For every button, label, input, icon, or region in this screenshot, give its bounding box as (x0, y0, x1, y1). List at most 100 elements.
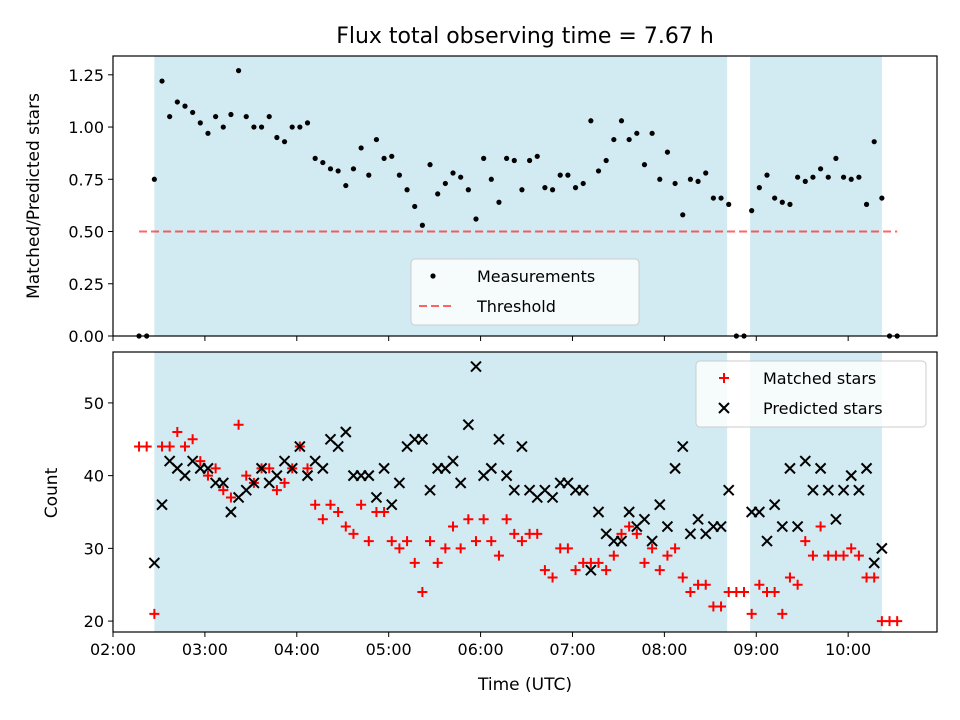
measurement-point (565, 172, 571, 178)
matched-star-point (608, 550, 619, 561)
predicted-star-point (424, 484, 436, 496)
matched-star-point (172, 427, 183, 437)
predicted-star-point (860, 462, 873, 475)
matched-star-point (624, 521, 635, 532)
measurement-point (710, 195, 716, 201)
predicted-star-point (837, 484, 850, 496)
predicted-star-point (516, 440, 528, 453)
measurement-point (450, 170, 456, 176)
matched-star-point (677, 572, 688, 583)
measurement-point (618, 118, 625, 124)
predicted-star-point (255, 462, 268, 475)
measurement-point (312, 155, 318, 161)
measurement-point (473, 216, 479, 222)
bottom-y-axis-label: Count (42, 467, 62, 518)
measurement-point (634, 130, 640, 136)
measurement-point (297, 124, 303, 130)
matched-star-point (202, 470, 213, 481)
measurement-point (772, 195, 778, 201)
predicted-star-point (646, 535, 658, 547)
x-tick-label: 09:00 (733, 640, 779, 659)
measurement-point (726, 201, 732, 207)
y-tick-label: 0.50 (68, 223, 104, 242)
predicted-star-point (179, 469, 191, 482)
plot-frame (112, 55, 938, 337)
measurement-point (871, 139, 877, 145)
measurement-point (703, 170, 709, 176)
measurement-point (243, 113, 249, 120)
matched-star-point (402, 536, 413, 547)
predicted-star-point (761, 535, 773, 547)
measurement-point (718, 195, 724, 201)
measurement-point (458, 174, 464, 180)
measurement-point (350, 166, 357, 172)
matched-star-point (754, 579, 765, 590)
y-tick-label: 50 (84, 394, 104, 413)
matched-star-point (501, 514, 512, 525)
measurement-point (159, 78, 165, 84)
matched-star-point (141, 441, 152, 452)
predicted-star-point (845, 469, 857, 482)
legend-marker-matched (719, 373, 729, 383)
measurement-point (817, 166, 824, 172)
matched-star-point (340, 521, 351, 532)
measurement-point (504, 155, 510, 161)
matched-star-point (271, 485, 282, 496)
predicted-star-point (722, 484, 735, 496)
observing-window-shade (750, 56, 882, 336)
predicted-star-point (814, 462, 827, 475)
matched-star-point (654, 565, 665, 576)
measurement-point (496, 199, 502, 205)
predicted-star-point (500, 469, 513, 482)
matched-star-point (746, 608, 757, 619)
measurement-point (588, 118, 594, 124)
y-tick-label: 1.00 (68, 118, 104, 137)
matched-star-point (463, 514, 474, 525)
matched-star-point (493, 550, 504, 561)
measurement-point (419, 222, 425, 228)
matched-star-point (800, 536, 811, 547)
measurement-point (327, 166, 334, 172)
predicted-star-point (692, 513, 704, 525)
matched-star-point (470, 536, 481, 547)
measurement-point (235, 68, 242, 74)
measurement-point (190, 109, 196, 116)
predicted-star-point (378, 462, 390, 475)
matched-star-point (662, 550, 673, 561)
measurement-point (389, 153, 395, 159)
measurement-point (779, 199, 785, 205)
matched-star-point (670, 543, 681, 554)
measurement-point (603, 157, 609, 164)
matched-star-point (432, 557, 443, 568)
predicted-star-point (654, 499, 666, 511)
predicted-star-point (822, 484, 834, 496)
matched-star-point (333, 507, 344, 517)
matched-star-point (455, 543, 466, 554)
matched-star-point (149, 608, 160, 619)
bottom-panel: 20 30 40 50 02:00 03:00 04:00 05:00 06:00 07:00 08… (84, 351, 938, 659)
measurement-point (795, 174, 801, 180)
measurement-point (182, 103, 188, 109)
y-tick-label: 1.25 (68, 66, 104, 85)
matched-star-point (425, 536, 436, 547)
predicted-star-point (286, 462, 298, 475)
matched-star-point (570, 565, 581, 576)
matched-star-point (647, 543, 658, 554)
measurement-point (213, 113, 219, 120)
matched-star-point (539, 565, 550, 576)
x-tick-label: 06:00 (458, 640, 504, 659)
legend-marker-measurements (430, 273, 436, 279)
matched-star-point (631, 528, 642, 539)
measurement-point (373, 136, 380, 143)
matched-star-point (486, 536, 497, 547)
measurement-point (672, 180, 678, 187)
legend-box (410, 258, 640, 326)
matched-star-point (187, 434, 198, 445)
measurement-point (856, 174, 862, 180)
matched-star-point (685, 587, 696, 597)
measurement-point (488, 176, 494, 182)
matched-star-point (516, 536, 527, 547)
measurement-point (749, 208, 755, 214)
predicted-star-point (225, 506, 237, 518)
